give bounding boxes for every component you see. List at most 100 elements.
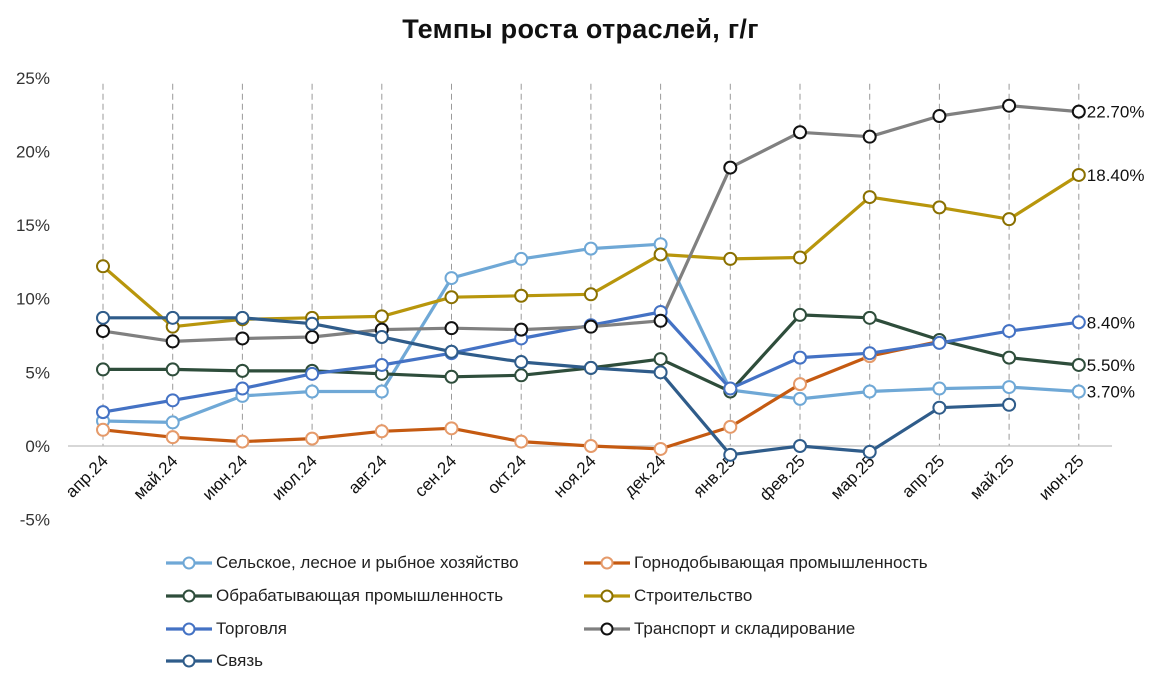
data-point — [793, 439, 807, 453]
legend-item[interactable]: Обрабатывающая промышленность — [164, 586, 503, 606]
data-point — [165, 430, 180, 445]
legend-item[interactable]: Транспорт и складирование — [582, 619, 855, 639]
data-point — [793, 250, 807, 265]
x-tick-label: окт.24 — [484, 451, 530, 497]
x-tick-label: сен.24 — [411, 451, 460, 500]
legend-item[interactable]: Торговля — [164, 619, 287, 639]
data-point — [235, 363, 250, 378]
y-tick-label: 15% — [16, 216, 50, 235]
data-point — [932, 400, 947, 415]
data-label: 18.40% — [1087, 166, 1145, 185]
data-point — [374, 309, 389, 324]
data-point — [583, 241, 598, 256]
data-point — [1002, 212, 1017, 227]
data-point — [653, 365, 668, 380]
data-point — [793, 350, 807, 365]
legend-item[interactable]: Горнодобывающая промышленность — [582, 553, 928, 573]
data-point — [444, 344, 459, 359]
data-point — [1002, 98, 1017, 113]
data-point — [374, 357, 389, 372]
y-tick-label: -5% — [20, 511, 50, 530]
data-point — [1002, 397, 1017, 412]
legend-swatch — [166, 622, 212, 636]
data-point — [514, 251, 529, 266]
x-tick-label: июл.24 — [268, 451, 321, 504]
series-lines — [96, 98, 1086, 462]
data-point — [235, 381, 250, 396]
y-tick-label: 10% — [16, 290, 50, 309]
data-point — [653, 313, 668, 328]
data-point — [723, 251, 738, 266]
data-point — [305, 329, 320, 344]
x-tick-label: май.25 — [966, 451, 1018, 503]
data-point — [653, 247, 668, 262]
data-point — [305, 316, 320, 331]
data-point — [96, 324, 110, 339]
data-point — [96, 422, 110, 437]
data-point — [1002, 324, 1017, 339]
data-point — [723, 447, 738, 462]
data-point — [932, 335, 947, 350]
data-point — [1071, 384, 1086, 399]
data-point — [932, 381, 947, 396]
data-point — [235, 434, 250, 449]
legend-swatch-marker — [600, 622, 614, 636]
data-point — [793, 377, 807, 392]
data-label: 5.50% — [1087, 356, 1135, 375]
y-tick-label: 5% — [25, 363, 50, 382]
data-point — [305, 384, 320, 399]
data-point — [723, 419, 738, 434]
data-point — [514, 355, 529, 370]
data-point — [235, 331, 250, 346]
axes: -5% 0% 5% 10% 15% 20% 25% апр.24 май.24 июн.24 июл… — [16, 69, 1112, 530]
data-point — [583, 439, 598, 453]
data-point — [165, 310, 180, 325]
legend-label: Транспорт и складирование — [634, 619, 856, 638]
data-label: 8.40% — [1087, 313, 1135, 332]
data-point — [1002, 380, 1017, 395]
data-point — [932, 109, 947, 124]
data-point — [96, 405, 110, 420]
legend-swatch — [166, 654, 212, 668]
x-tick-label: июн.25 — [1035, 451, 1088, 504]
data-point — [444, 421, 459, 436]
data-point — [932, 200, 947, 215]
legend-item[interactable]: Связь — [164, 651, 263, 671]
data-point — [862, 346, 877, 361]
legend-item[interactable]: Сельское, лесное и рыбное хозяйство — [164, 553, 519, 573]
x-tick-label: май.24 — [130, 451, 182, 503]
data-point — [793, 391, 807, 406]
data-point — [653, 352, 668, 367]
legend-label: Горнодобывающая промышленность — [634, 553, 928, 572]
data-point — [1071, 315, 1086, 330]
data-point — [793, 125, 807, 140]
legend-item[interactable]: Строительство — [582, 586, 752, 606]
legend-swatch-marker — [600, 556, 614, 570]
data-point — [165, 362, 180, 377]
data-point — [235, 310, 250, 325]
data-point — [583, 287, 598, 302]
data-point — [514, 368, 529, 383]
legend-label: Торговля — [216, 619, 288, 638]
y-tick-label: 25% — [16, 69, 50, 88]
data-point — [862, 310, 877, 325]
data-point — [444, 369, 459, 384]
data-point — [723, 381, 738, 396]
x-tick-label: мар.25 — [827, 451, 879, 503]
data-label: 22.70% — [1087, 103, 1145, 122]
data-point — [862, 384, 877, 399]
data-point — [374, 329, 389, 344]
data-point — [1002, 350, 1017, 365]
data-point — [96, 362, 110, 377]
legend-label: Связь — [216, 651, 263, 670]
legend-swatch-marker — [182, 622, 196, 636]
data-point — [165, 393, 180, 408]
chart-title: Темпы роста отраслей, г/г — [402, 14, 759, 44]
data-point — [723, 160, 738, 175]
legend-label: Строительство — [634, 586, 753, 605]
data-point — [444, 290, 459, 305]
y-tick-label: 20% — [16, 142, 50, 161]
legend-swatch — [584, 589, 630, 603]
